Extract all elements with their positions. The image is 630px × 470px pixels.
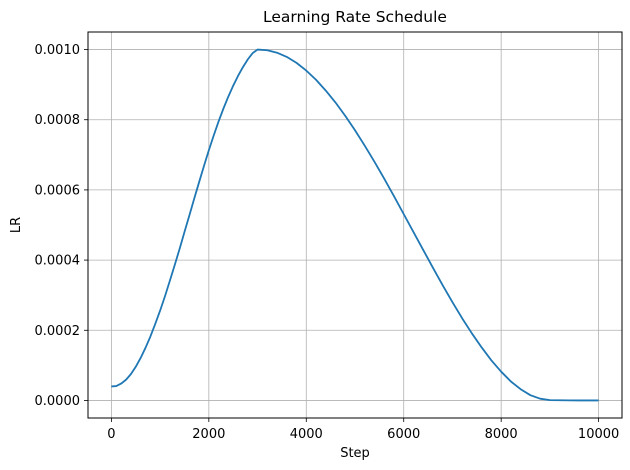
y-tick-label: 0.0000: [35, 394, 81, 409]
x-tick-label: 10000: [578, 427, 619, 442]
x-tick-label: 6000: [387, 427, 420, 442]
x-axis: 0 2000 4000 6000 8000 10000: [107, 418, 619, 442]
y-tick-label: 0.0004: [35, 254, 81, 269]
x-tick-label: 0: [107, 427, 115, 442]
y-tick-label: 0.0008: [35, 113, 81, 128]
plot-frame: [87, 31, 623, 419]
y-axis: 0.0000 0.0002 0.0004 0.0006 0.0008 0.0010: [35, 43, 88, 409]
x-axis-label: Step: [340, 446, 370, 461]
y-tick-label: 0.0010: [35, 43, 81, 58]
x-tick-label: 4000: [290, 427, 323, 442]
x-tick-label: 2000: [192, 427, 225, 442]
y-axis-label: LR: [9, 217, 24, 233]
series-group: [111, 48, 599, 402]
lr-series-line: [111, 48, 599, 402]
grid-lines: [88, 32, 622, 418]
x-tick-label: 8000: [485, 427, 518, 442]
y-tick-label: 0.0006: [35, 183, 81, 198]
chart-title: Learning Rate Schedule: [263, 8, 447, 26]
y-tick-label: 0.0002: [35, 324, 81, 339]
